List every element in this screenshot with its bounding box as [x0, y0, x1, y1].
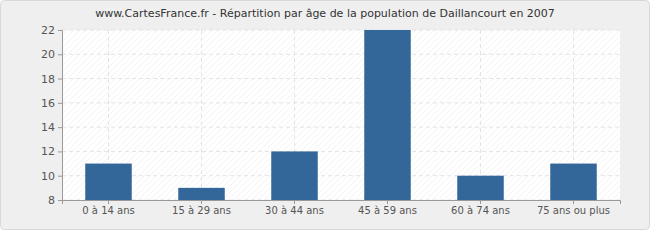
grid-x	[109, 30, 574, 200]
x-tick-label: 30 à 44 ans	[265, 205, 324, 216]
y-tick-mark	[58, 30, 62, 31]
x-tick-mark	[201, 200, 202, 204]
grid-line-x	[201, 30, 202, 200]
y-axis-line	[58, 31, 63, 201]
y-tick-label: 16	[41, 97, 55, 110]
grid-line-x	[480, 30, 481, 200]
x-axis: 0 à 14 ans 15 à 29 ans 30 à 44 ans 45 à 59 …	[63, 200, 621, 216]
plot-area	[62, 30, 620, 200]
grid-line	[62, 102, 620, 103]
y-tick-label: 10	[41, 170, 55, 183]
x-tick-mark	[480, 200, 481, 204]
grid-line	[62, 78, 620, 79]
x-tick: 60 à 74 ans	[451, 200, 510, 216]
grid	[62, 30, 620, 200]
y-tick: 20	[41, 48, 62, 61]
x-tick-mark	[294, 200, 295, 204]
y-tick-mark	[58, 54, 62, 55]
y-tick: 14	[41, 121, 62, 134]
x-tick-label: 45 à 59 ans	[358, 205, 417, 216]
bar	[364, 30, 411, 200]
background	[1, 1, 650, 230]
chart: www.CartesFrance.fr - Répartition par âg…	[0, 0, 650, 230]
x-tick: 0 à 14 ans	[82, 200, 134, 216]
bar	[178, 188, 225, 200]
x-tick-mark	[108, 200, 109, 204]
y-tick-mark	[58, 103, 62, 104]
grid-line	[62, 54, 620, 55]
y-tick: 18	[41, 73, 62, 86]
bar	[271, 151, 318, 200]
x-tick-label: 75 ans ou plus	[537, 205, 610, 216]
y-tick-label: 8	[48, 194, 55, 207]
x-tick: 15 à 29 ans	[172, 200, 231, 216]
plot: 8 10 12 14 16 18 20 22 0 à 14 ans 15 à 29 ans 30 à…	[41, 24, 621, 216]
bars	[85, 30, 597, 200]
y-tick: 16	[41, 97, 62, 110]
bar	[457, 176, 504, 200]
y-tick: 12	[41, 145, 62, 158]
grid-line	[62, 127, 620, 128]
x-tick: 75 ans ou plus	[537, 200, 610, 216]
y-tick-label: 14	[41, 121, 55, 134]
title: www.CartesFrance.fr - Répartition par âg…	[95, 7, 555, 20]
x-tick-mark	[387, 200, 388, 204]
x-axis-line	[63, 201, 621, 205]
y-tick-label: 12	[41, 145, 55, 158]
y-tick-mark	[58, 151, 62, 152]
y-tick-mark	[58, 200, 62, 201]
x-tick: 45 à 59 ans	[358, 200, 417, 216]
y-tick-label: 18	[41, 73, 55, 86]
y-tick: 22	[41, 24, 62, 37]
y-tick-mark	[58, 176, 62, 177]
y-tick-label: 20	[41, 48, 55, 61]
bar	[550, 164, 597, 200]
y-tick-label: 22	[41, 24, 55, 37]
y-tick-mark	[58, 79, 62, 80]
y-tick: 8	[48, 194, 62, 207]
x-tick-label: 60 à 74 ans	[451, 205, 510, 216]
y-tick: 10	[41, 170, 62, 183]
y-tick-mark	[58, 127, 62, 128]
x-tick-label: 15 à 29 ans	[172, 205, 231, 216]
x-tick-mark	[573, 200, 574, 204]
x-tick: 30 à 44 ans	[265, 200, 324, 216]
grid-line	[62, 30, 620, 31]
bar	[85, 164, 132, 200]
y-axis: 8 10 12 14 16 18 20 22	[41, 24, 63, 207]
x-tick-label: 0 à 14 ans	[82, 205, 134, 216]
grid-line	[62, 151, 620, 152]
grid-line	[62, 175, 620, 176]
